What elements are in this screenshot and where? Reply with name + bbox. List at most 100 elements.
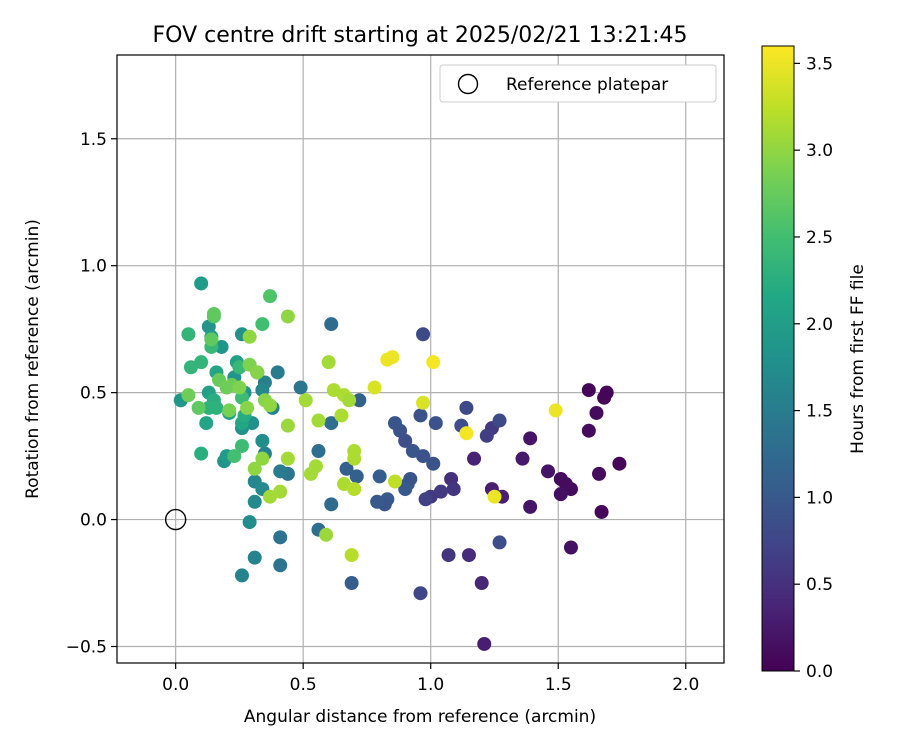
data-point: [352, 393, 367, 408]
data-point: [416, 327, 431, 342]
data-point: [263, 489, 278, 504]
data-point: [234, 438, 249, 453]
data-point: [247, 461, 262, 476]
colorbar-tick-label: 1.5: [806, 402, 833, 422]
data-point: [273, 464, 288, 479]
data-point: [428, 416, 443, 431]
data-point: [385, 350, 400, 365]
data-point: [324, 416, 339, 431]
data-point: [367, 380, 382, 395]
colorbar-tick-label: 3.5: [806, 54, 833, 74]
data-point: [413, 586, 428, 601]
data-point: [240, 400, 255, 415]
data-point: [349, 469, 364, 484]
data-point: [416, 449, 431, 464]
reference-platepar-point: [164, 508, 187, 531]
legend-reference-marker: [457, 73, 479, 95]
data-point: [515, 451, 530, 466]
data-point: [461, 548, 476, 563]
data-point: [181, 388, 196, 403]
data-point: [446, 482, 461, 497]
x-axis-ticks: 0.0 0.5 1.0 1.5 2.0: [162, 663, 699, 695]
data-point: [347, 451, 362, 466]
data-point: [280, 451, 295, 466]
colorbar-tick-label: 2.0: [806, 315, 833, 335]
data-point: [418, 492, 433, 507]
data-point: [347, 482, 362, 497]
data-points: [173, 276, 627, 651]
data-point: [344, 548, 359, 563]
colorbar: 0.0 0.5 1.0 1.5 2.0 2.5 3.0 3.5 Hours from firs…: [761, 45, 868, 682]
data-point: [581, 383, 596, 398]
data-point: [487, 489, 502, 504]
data-point: [194, 355, 209, 370]
data-point: [592, 466, 607, 481]
data-point: [234, 568, 249, 583]
plot-frame: [116, 54, 725, 664]
data-point: [589, 405, 604, 420]
data-point: [599, 385, 614, 400]
data-point: [548, 403, 563, 418]
legend: Reference platepar: [439, 64, 717, 103]
legend-box: [439, 64, 717, 103]
data-point: [222, 403, 237, 418]
data-point: [467, 451, 482, 466]
data-point: [339, 461, 354, 476]
data-point: [214, 339, 229, 354]
y-tick-label: −0.5: [66, 637, 107, 657]
data-point: [459, 426, 474, 441]
data-point: [372, 469, 387, 484]
data-point: [324, 317, 339, 332]
data-point: [523, 431, 538, 446]
colorbar-tick-label: 3.0: [806, 141, 833, 161]
data-point: [263, 289, 278, 304]
data-point: [181, 327, 196, 342]
data-point: [459, 400, 474, 415]
data-point: [247, 550, 262, 565]
data-point: [563, 540, 578, 555]
data-point: [334, 408, 349, 423]
legend-entry-reference: Reference platepar: [506, 75, 668, 95]
data-point: [321, 355, 336, 370]
data-point: [280, 309, 295, 324]
data-point: [553, 471, 568, 486]
x-tick-label: 0.0: [162, 675, 189, 695]
data-point: [416, 395, 431, 410]
x-tick-label: 0.5: [290, 675, 317, 695]
reference-marker: [164, 508, 187, 531]
data-point: [342, 393, 357, 408]
data-point: [387, 416, 402, 431]
data-point: [398, 482, 413, 497]
data-point: [273, 530, 288, 545]
data-point: [242, 515, 257, 530]
data-point: [492, 535, 507, 550]
colorbar-tick-label: 2.5: [806, 228, 833, 248]
chart-title: FOV centre drift starting at 2025/02/21 …: [153, 23, 688, 48]
x-axis-label: Angular distance from reference (arcmin): [244, 707, 596, 727]
x-tick-label: 2.0: [672, 675, 699, 695]
data-point: [270, 365, 285, 380]
data-point: [242, 329, 257, 344]
data-point: [523, 499, 538, 514]
data-point: [280, 418, 295, 433]
data-point: [298, 393, 313, 408]
data-point: [247, 494, 262, 509]
data-point: [553, 487, 568, 502]
data-point: [255, 317, 270, 332]
y-axis-ticks: −0.5 0.0 0.5 1.0 1.5: [66, 130, 117, 657]
data-point: [263, 398, 278, 413]
data-point: [344, 576, 359, 591]
data-point: [612, 456, 627, 471]
data-point: [594, 504, 609, 519]
data-point: [204, 332, 219, 347]
data-point: [232, 380, 247, 395]
data-point: [311, 413, 326, 428]
data-point: [293, 380, 308, 395]
colorbar-label: Hours from first FF file: [848, 264, 868, 454]
data-point: [426, 456, 441, 471]
data-point: [426, 355, 441, 370]
data-point: [581, 423, 596, 438]
data-point: [441, 548, 456, 563]
data-point: [209, 400, 224, 415]
